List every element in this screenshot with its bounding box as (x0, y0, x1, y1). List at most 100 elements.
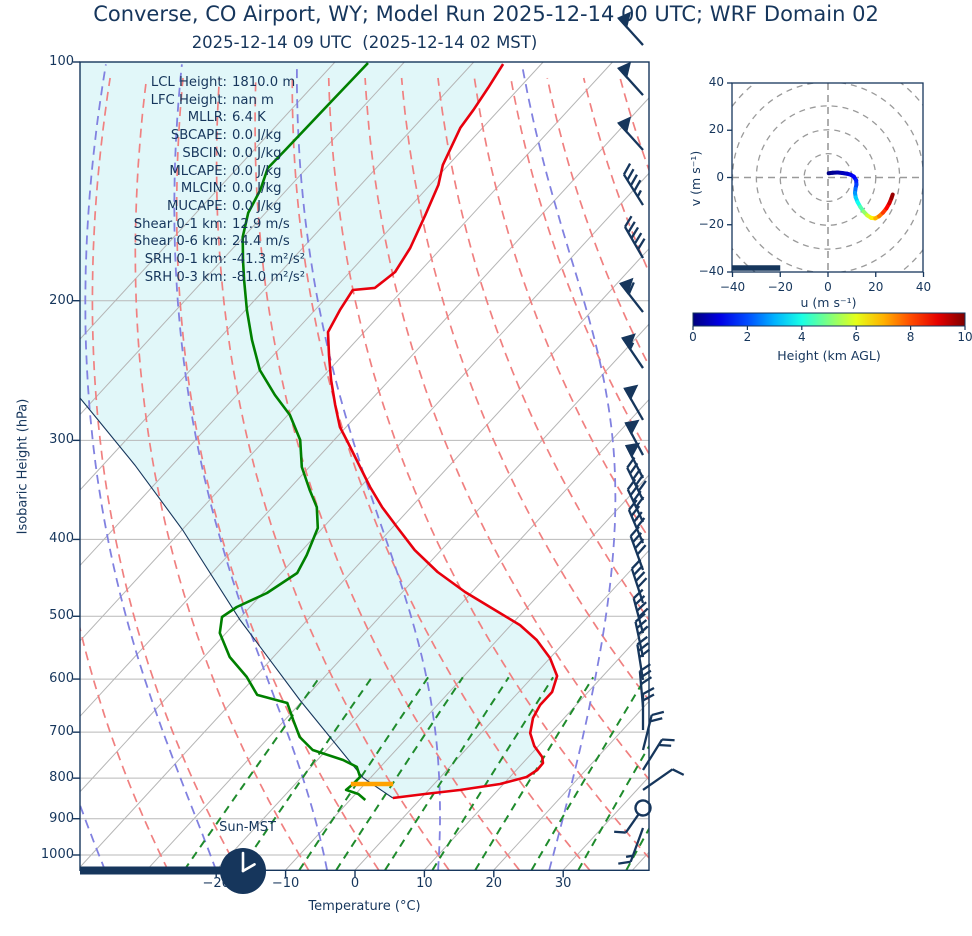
moist-adiabat-line (173, 64, 328, 871)
isotherm-line (562, 776, 649, 871)
wind-barb (622, 163, 644, 206)
mixing-ratio-line (431, 676, 554, 871)
isotherm-line (493, 700, 649, 871)
isotherm-line (80, 62, 613, 642)
isotherm-line (80, 172, 649, 793)
hodograph-y-tick-label: 0 (716, 169, 724, 184)
night-indicator (80, 848, 266, 894)
isotherm-line (80, 62, 544, 567)
stat-value: 1810.0 m (232, 75, 296, 90)
wind-barb (636, 635, 651, 681)
stat-value: -81.0 m²/s² (232, 269, 306, 285)
stat-row: MLCIN: 0.0 J/kg (85, 180, 305, 198)
wind-barb (618, 827, 645, 865)
night-span-bar (80, 866, 223, 875)
hodograph-y-tick-label: −20 (698, 216, 724, 231)
stat-row: MUCAPE: 0.0 J/kg (85, 198, 305, 216)
dry-adiabat-line (215, 77, 450, 871)
profile-curves (80, 62, 559, 801)
colorbar-label: Height (km AGL) (777, 348, 881, 363)
stat-label: Shear 0-6 km: (133, 234, 227, 250)
dry-adiabat-line (437, 77, 649, 622)
stat-label: MUCAPE: (167, 198, 227, 214)
stat-label: MLCAPE: (169, 163, 227, 179)
stat-label: SRH 0-3 km: (144, 269, 227, 285)
sounding-stats-panel: LCL Height: 1810.0 m LFC Height: nan m MLLR:… (85, 74, 305, 286)
stat-row: SRH 0-1 km: -41.3 m²/s² (85, 251, 305, 269)
dewpoint-curve (218, 62, 369, 801)
moist-adiabat-line (521, 64, 617, 871)
wind-barb (632, 588, 649, 634)
x-tick-label: −20 (202, 876, 230, 891)
wind-barb (642, 738, 675, 771)
colorbar-tick-label: 4 (797, 330, 806, 344)
stat-row: Shear 0-1 km: 12.9 m/s (85, 216, 305, 234)
stat-row: SBCAPE: 0.0 J/kg (85, 127, 305, 145)
isotherm-line (284, 474, 649, 871)
isotherm-line (80, 97, 649, 718)
stat-value: 0.0 J/kg (232, 163, 282, 179)
stat-row: LFC Height: nan m (85, 92, 305, 110)
isotherm-line (146, 323, 649, 871)
hodograph-inset (727, 82, 925, 277)
colorbar-tick-label: 6 (852, 330, 860, 344)
wind-barb (623, 384, 644, 421)
hodograph-x-tick-label: −40 (719, 280, 746, 294)
moist-adiabat-line (84, 64, 217, 871)
isotherm-line (354, 549, 649, 871)
temperature-curve (326, 63, 559, 800)
stat-label: MLCIN: (180, 181, 227, 197)
wind-barb (618, 277, 644, 313)
x-tick-label: −10 (271, 876, 300, 891)
skewt-frame (79, 61, 650, 871)
dry-adiabat-line (327, 77, 649, 860)
x-tick-label: 30 (554, 876, 572, 891)
wind-barb (624, 215, 646, 259)
y-tick-label: 600 (49, 671, 74, 687)
x-axis-label: Temperature (°C) (308, 899, 421, 914)
dry-adiabat-line (291, 78, 591, 871)
stat-value: 0.0 J/kg (232, 145, 282, 161)
wind-barb (626, 478, 645, 523)
wind-barb (629, 525, 647, 571)
wind-barb (624, 419, 645, 456)
colorbar-tick-label: 10 (957, 330, 972, 344)
stat-label: LFC Height: (150, 92, 227, 108)
dry-adiabat-line (766, 78, 972, 870)
stat-row: LCL Height: 1810.0 m (85, 74, 305, 92)
x-tick-label: 10 (416, 876, 433, 891)
stat-value: 6.4 K (232, 110, 266, 126)
isotherm-line (423, 625, 649, 871)
isotherm-line (80, 62, 405, 416)
dry-adiabat-line (134, 77, 310, 871)
y-tick-label: 500 (49, 608, 74, 624)
y-tick-label: 1000 (40, 847, 74, 862)
x-tick-label: 0 (350, 876, 360, 891)
wind-barb (641, 687, 655, 731)
dry-adiabat-line (619, 77, 649, 173)
stat-row: Shear 0-6 km: 24.4 m/s (85, 233, 305, 251)
wind-barb (634, 612, 649, 658)
hodograph-y-tick-label: 20 (708, 122, 724, 137)
dry-adiabat-line (364, 77, 649, 781)
colorbar-gradient (692, 312, 966, 327)
stat-row: MLCAPE: 0.0 J/kg (85, 163, 305, 181)
isotherm-line (80, 62, 475, 491)
stat-label: LCL Height: (150, 75, 227, 90)
dry-adiabat-line (91, 77, 240, 871)
plot-frame (73, 61, 650, 878)
stat-value: -41.3 m²/s² (232, 252, 306, 268)
wind-barb (630, 558, 648, 604)
dry-adiabat-line (400, 77, 649, 702)
wind-barb (642, 768, 685, 791)
hodograph-x-label: u (m s⁻¹) (800, 295, 857, 310)
dry-adiabat-line (839, 78, 972, 870)
colorbar-tick-label: 0 (689, 330, 697, 344)
isotherm-line (80, 247, 649, 868)
mixing-ratio-line (530, 676, 647, 871)
dry-adiabat-line (657, 78, 972, 870)
stat-label: Shear 0-1 km: (133, 216, 227, 232)
stat-value: 24.4 m/s (232, 234, 290, 250)
y-tick-label: 700 (49, 724, 74, 740)
